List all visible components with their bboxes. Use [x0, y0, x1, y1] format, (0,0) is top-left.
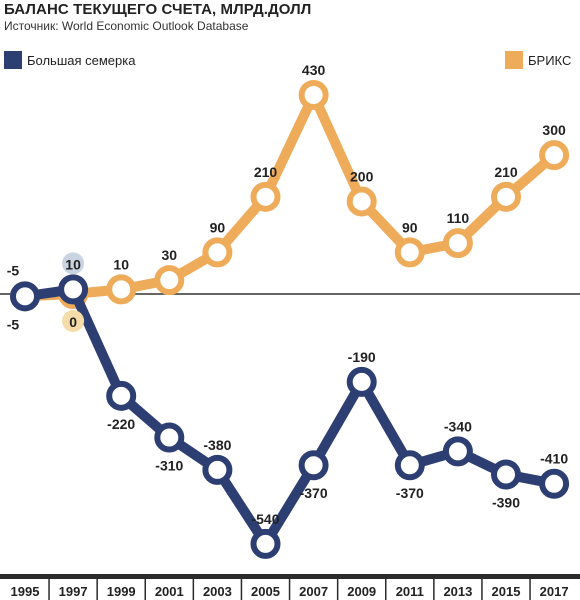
g7-point	[10, 281, 40, 312]
g7-point	[298, 450, 329, 481]
x-tick-label: 2011	[396, 584, 424, 599]
legend-label-g7: Большая семерка	[27, 53, 136, 68]
g7-data-label: -190	[348, 349, 376, 365]
g7-point	[539, 468, 570, 499]
g7-point	[250, 528, 281, 559]
x-tick-label: 2013	[443, 584, 472, 599]
brics-data-label: 10	[113, 256, 129, 272]
x-tick-label: 2009	[347, 584, 376, 599]
x-tick-label: 2007	[299, 584, 328, 599]
g7-point	[394, 450, 425, 481]
brics-data-label: -5	[7, 262, 20, 278]
g7-point	[346, 366, 377, 397]
brics-data-label: 300	[542, 122, 566, 138]
brics-point	[106, 274, 137, 305]
legend-layer: Большая семерка БРИКС	[4, 51, 571, 69]
g7-data-label: -220	[107, 416, 135, 432]
axis-layer: 1995 1997 1999 2001 2003 2005 2007 2009 2011 2013…	[0, 293, 580, 600]
x-tick-label: 2005	[251, 584, 280, 599]
brics-series-line	[20, 90, 560, 302]
legend-swatch-brics	[505, 51, 523, 69]
brics-point	[442, 228, 473, 259]
brics-point	[154, 265, 185, 296]
brics-label-halo	[62, 310, 85, 332]
brics-data-label: 0	[69, 314, 77, 330]
chart-source: Источник: World Economic Outlook Databas…	[4, 19, 249, 33]
g7-point	[106, 380, 137, 411]
brics-data-label: 210	[494, 164, 518, 180]
label-layer: -5 0 10 30 90 210 430 200 90 110 210 300 -5 10 -220 -31…	[7, 62, 569, 527]
g7-label-halo	[62, 252, 85, 275]
x-tick-label: 1997	[59, 584, 88, 599]
g7-data-label: -380	[203, 437, 231, 453]
g7-data-label: -370	[396, 485, 424, 501]
x-tick-label: 2017	[540, 584, 569, 599]
x-tick-label: 1999	[107, 584, 136, 599]
g7-point	[442, 436, 473, 467]
legend-swatch-g7	[4, 51, 22, 69]
brics-point	[539, 140, 570, 171]
g7-data-label: 10	[65, 256, 81, 272]
g7-point	[58, 274, 89, 305]
brics-point	[394, 237, 425, 268]
brics-data-label: 200	[350, 168, 374, 184]
g7-data-label: -310	[155, 457, 183, 473]
g7-data-label: -370	[300, 485, 328, 501]
brics-point	[346, 186, 377, 217]
g7-series-line	[20, 284, 560, 549]
brics-data-label: 110	[447, 210, 470, 226]
g7-data-label: -340	[444, 418, 472, 434]
brics-data-label: 210	[254, 164, 278, 180]
series-layer	[10, 80, 570, 559]
x-tick-label: 2001	[155, 584, 184, 599]
chart-title: БАЛАНС ТЕКУЩЕГО СЧЕТА, МЛРД.ДОЛЛ	[4, 1, 312, 18]
brics-point	[202, 237, 233, 268]
x-tick-label: 2015	[492, 584, 521, 599]
x-tick-label: 1995	[11, 584, 40, 599]
brics-point	[250, 181, 281, 212]
g7-data-label: -410	[540, 451, 568, 467]
g7-point	[491, 459, 521, 490]
brics-data-label: 90	[402, 219, 418, 235]
brics-data-label: 30	[162, 247, 178, 263]
brics-point	[491, 181, 521, 212]
x-tick-label: 2003	[203, 584, 232, 599]
g7-point	[154, 422, 185, 453]
g7-data-label: -390	[492, 494, 520, 510]
legend-label-brics: БРИКС	[528, 53, 571, 68]
g7-data-label: -540	[251, 511, 279, 527]
brics-data-label: 90	[210, 219, 226, 235]
brics-data-label: 430	[302, 62, 326, 78]
g7-point	[202, 454, 233, 485]
g7-data-label: -5	[7, 316, 20, 332]
brics-point	[298, 80, 329, 110]
